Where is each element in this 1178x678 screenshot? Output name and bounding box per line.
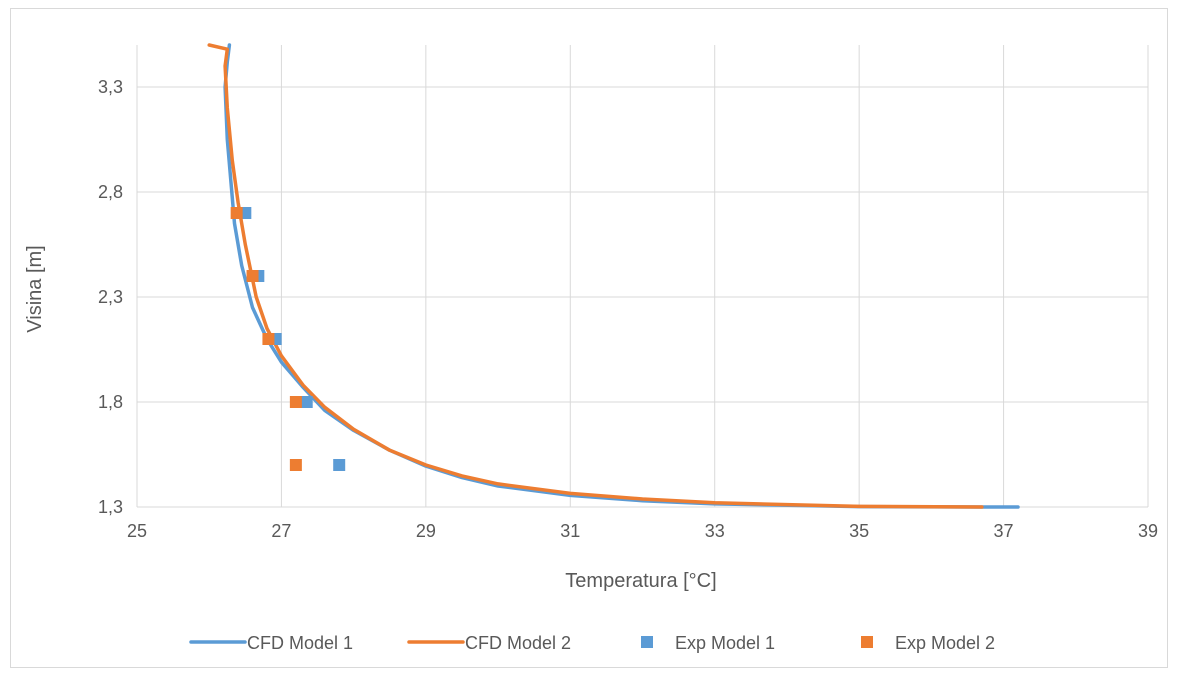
data-point-series-3 [333, 459, 346, 471]
y-axis-title: Visina [m] [24, 245, 46, 332]
legend-label: Exp Model 2 [895, 633, 995, 653]
legend-label: CFD Model 2 [465, 633, 571, 653]
data-point-series-4 [230, 207, 243, 219]
x-tick-label: 27 [271, 521, 291, 541]
legend-swatch [861, 636, 873, 648]
data-point-series-4 [289, 396, 302, 408]
grid-layer [136, 45, 1149, 508]
x-tick-label: 29 [416, 521, 436, 541]
x-tick-label: 39 [1138, 521, 1158, 541]
chart-frame: 25 27 29 31 33 35 37 39 1,3 1,8 2,3 2,8 3,3 Temperat… [10, 8, 1168, 668]
y-tick-label: 2,8 [98, 182, 123, 202]
series-line-2 [207, 43, 984, 509]
y-tick-label: 1,3 [98, 497, 123, 517]
data-point-series-3 [300, 396, 313, 408]
series-line-1 [223, 43, 1020, 509]
legend: CFD Model 1 CFD Model 2 Exp Model 1 Exp Mod… [189, 633, 995, 653]
data-point-series-4 [262, 333, 275, 345]
data-point-series-4 [289, 459, 302, 471]
y-tick-label: 1,8 [98, 392, 123, 412]
x-axis-title: Temperatura [°C] [565, 570, 716, 592]
chart-svg: 25 27 29 31 33 35 37 39 1,3 1,8 2,3 2,8 3,3 Temperat… [24, 43, 1158, 653]
series-layer [207, 43, 1020, 509]
legend-label: Exp Model 1 [675, 633, 775, 653]
y-tick-label: 3,3 [98, 77, 123, 97]
legend-label: CFD Model 1 [247, 633, 353, 653]
x-tick-label: 33 [705, 521, 725, 541]
x-tick-label: 37 [994, 521, 1014, 541]
y-tick-label: 2,3 [98, 287, 123, 307]
x-tick-label: 25 [127, 521, 147, 541]
tick-layer: 25 27 29 31 33 35 37 39 1,3 1,8 2,3 2,8 3,3 [98, 77, 1158, 541]
legend-swatch [641, 636, 653, 648]
x-tick-label: 31 [560, 521, 580, 541]
x-tick-label: 35 [849, 521, 869, 541]
data-point-series-4 [246, 270, 259, 282]
